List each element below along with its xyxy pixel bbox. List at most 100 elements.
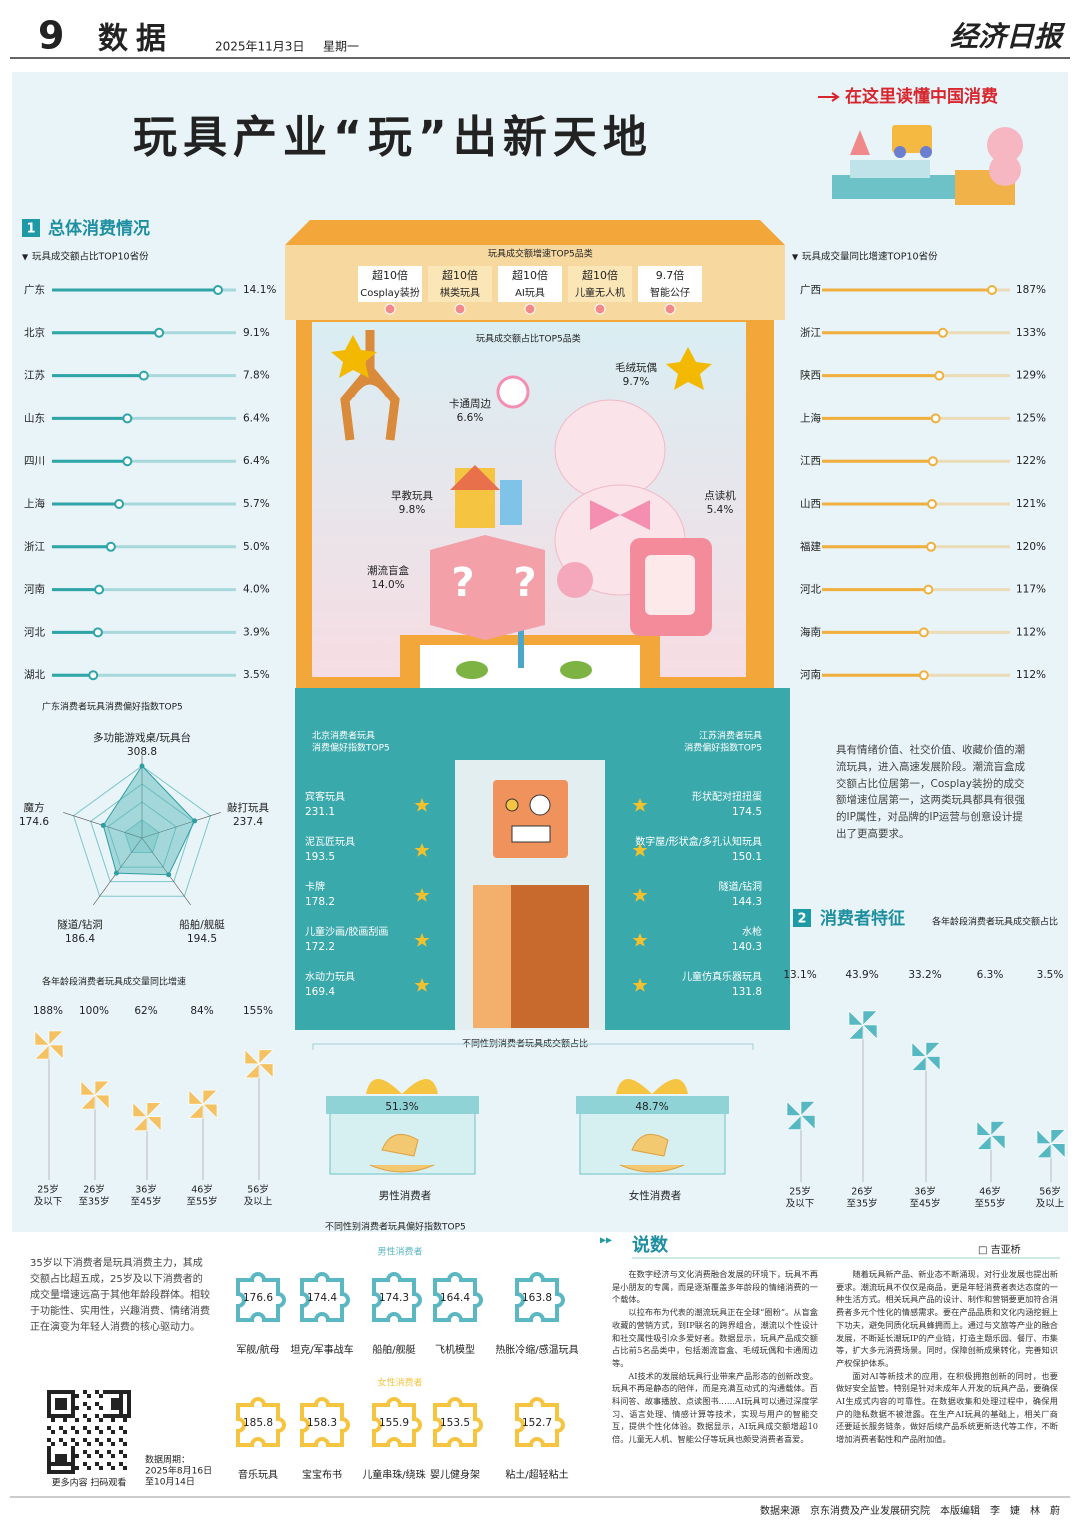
value-label: 155.9 bbox=[379, 1417, 409, 1429]
qr-cell bbox=[59, 1406, 63, 1410]
qr-cell bbox=[71, 1390, 75, 1394]
value-label: 176.6 bbox=[243, 1292, 273, 1304]
star bbox=[632, 978, 648, 992]
footer: 数据来源 京东消费及产业发展研究院 本版编辑 李 婕 林 蔚 bbox=[760, 1504, 1060, 1517]
chart-title: 玩具成交额增速TOP5品类 bbox=[488, 248, 593, 260]
value-label: 9.1% bbox=[243, 327, 270, 339]
pinwheel-blade bbox=[848, 1024, 864, 1040]
qr-cell bbox=[63, 1454, 67, 1458]
qr-cell bbox=[127, 1398, 131, 1402]
category-label: 及以下 bbox=[34, 1197, 63, 1208]
category-label: 浙江 bbox=[24, 541, 45, 553]
category-label: 卡牌 bbox=[305, 880, 325, 893]
star bbox=[632, 933, 648, 947]
puzzle-piece bbox=[236, 1272, 286, 1322]
qr-cell bbox=[71, 1406, 75, 1410]
pinwheel-blade bbox=[862, 1024, 878, 1040]
qr-cell bbox=[83, 1414, 87, 1418]
value-label: 237.4 bbox=[233, 816, 263, 828]
value-label: 187% bbox=[1016, 284, 1046, 296]
dot bbox=[138, 370, 149, 381]
qr-cell bbox=[103, 1414, 107, 1418]
pinwheel bbox=[188, 1089, 218, 1180]
category-box bbox=[638, 266, 702, 302]
pinwheel-blade bbox=[925, 1056, 941, 1072]
pinwheel-blade bbox=[862, 1010, 878, 1026]
qr-cell bbox=[75, 1394, 79, 1398]
qr-cell bbox=[71, 1470, 75, 1474]
category-label: 点读机 bbox=[704, 489, 736, 502]
category-label: 粘土/超轻粘土 bbox=[505, 1468, 568, 1481]
radar-ring bbox=[90, 783, 194, 883]
category-label: 数字屋/形状盒/多孔认知玩具 bbox=[635, 835, 762, 848]
section-title: 总体消费情况 bbox=[48, 218, 150, 239]
qr-cell bbox=[51, 1390, 55, 1394]
qr-cell bbox=[59, 1414, 63, 1418]
rocking-horse bbox=[619, 1133, 685, 1173]
qr-cell bbox=[59, 1398, 63, 1402]
qr-cell bbox=[71, 1402, 75, 1406]
value-label: 9.8% bbox=[399, 504, 426, 516]
radar-ring bbox=[107, 801, 177, 868]
pinwheel-blade bbox=[94, 1080, 110, 1096]
page-number: 9 bbox=[38, 14, 64, 58]
qr-cell bbox=[47, 1410, 51, 1414]
main-title: 玩具产业“玩”出新天地 bbox=[133, 112, 653, 163]
qr-cell bbox=[115, 1390, 119, 1394]
qr-cell bbox=[59, 1458, 63, 1462]
chart-title: 消费偏好指数TOP5 bbox=[312, 742, 390, 754]
radar-dot bbox=[192, 818, 198, 824]
category-label: 北京 bbox=[24, 326, 45, 339]
growth-value: 超10倍 bbox=[442, 268, 478, 282]
qr-cell bbox=[75, 1442, 79, 1446]
category-label: 儿童沙画/胶画刮画 bbox=[305, 925, 388, 938]
category-label: 江西 bbox=[800, 455, 821, 467]
category-label: 女性消费者 bbox=[629, 1189, 682, 1202]
qr-cell bbox=[99, 1466, 103, 1470]
pinwheel-blade bbox=[800, 1115, 816, 1131]
marker: ▼ bbox=[22, 253, 29, 262]
pinwheel-blade bbox=[1036, 1142, 1052, 1159]
qr-cell bbox=[47, 1390, 51, 1394]
qr-cell bbox=[47, 1438, 51, 1442]
qr-cell bbox=[107, 1426, 111, 1430]
dot bbox=[122, 456, 133, 467]
dot bbox=[122, 413, 133, 424]
qr-cell bbox=[75, 1430, 79, 1434]
category-label: 河北 bbox=[24, 626, 45, 638]
radar-dot bbox=[166, 872, 172, 878]
qr-cell bbox=[115, 1414, 119, 1418]
pinwheel bbox=[786, 1100, 816, 1182]
pinwheel-blade bbox=[990, 1135, 1006, 1151]
star bbox=[414, 843, 430, 857]
category-label: 及以上 bbox=[1036, 1199, 1065, 1210]
pinwheel-blade bbox=[258, 1063, 274, 1079]
pinwheel-blade bbox=[48, 1044, 64, 1060]
qr-cell bbox=[47, 1394, 51, 1398]
qr-cell bbox=[55, 1470, 59, 1474]
value-label: 140.3 bbox=[732, 941, 762, 953]
qr-cell bbox=[123, 1430, 127, 1434]
qr-cell bbox=[59, 1402, 63, 1406]
pinwheel bbox=[244, 1049, 274, 1180]
pinwheel-blade bbox=[1050, 1143, 1066, 1159]
chart-title: 玩具成交量同比增速TOP10省份 bbox=[802, 251, 938, 263]
qr-cell bbox=[119, 1438, 123, 1442]
dot bbox=[918, 627, 929, 638]
qr-cell bbox=[119, 1402, 123, 1406]
category-label: 浙江 bbox=[800, 327, 821, 339]
qr-cell bbox=[119, 1390, 123, 1394]
dot bbox=[88, 670, 99, 681]
pinwheel-blade bbox=[80, 1080, 96, 1096]
value-label: 5.4% bbox=[707, 504, 734, 516]
value-label: 14.1% bbox=[243, 284, 276, 296]
qr-cell bbox=[115, 1402, 119, 1406]
qr-cell bbox=[111, 1418, 115, 1422]
value-label: 125% bbox=[1016, 412, 1046, 424]
pinwheel-blade bbox=[48, 1030, 64, 1046]
growth-value: 超10倍 bbox=[372, 268, 408, 282]
qr-cell bbox=[99, 1394, 103, 1398]
radar-dot bbox=[113, 870, 119, 876]
category-label: 毛绒玩偶 bbox=[615, 361, 657, 374]
radar-area bbox=[102, 765, 196, 876]
